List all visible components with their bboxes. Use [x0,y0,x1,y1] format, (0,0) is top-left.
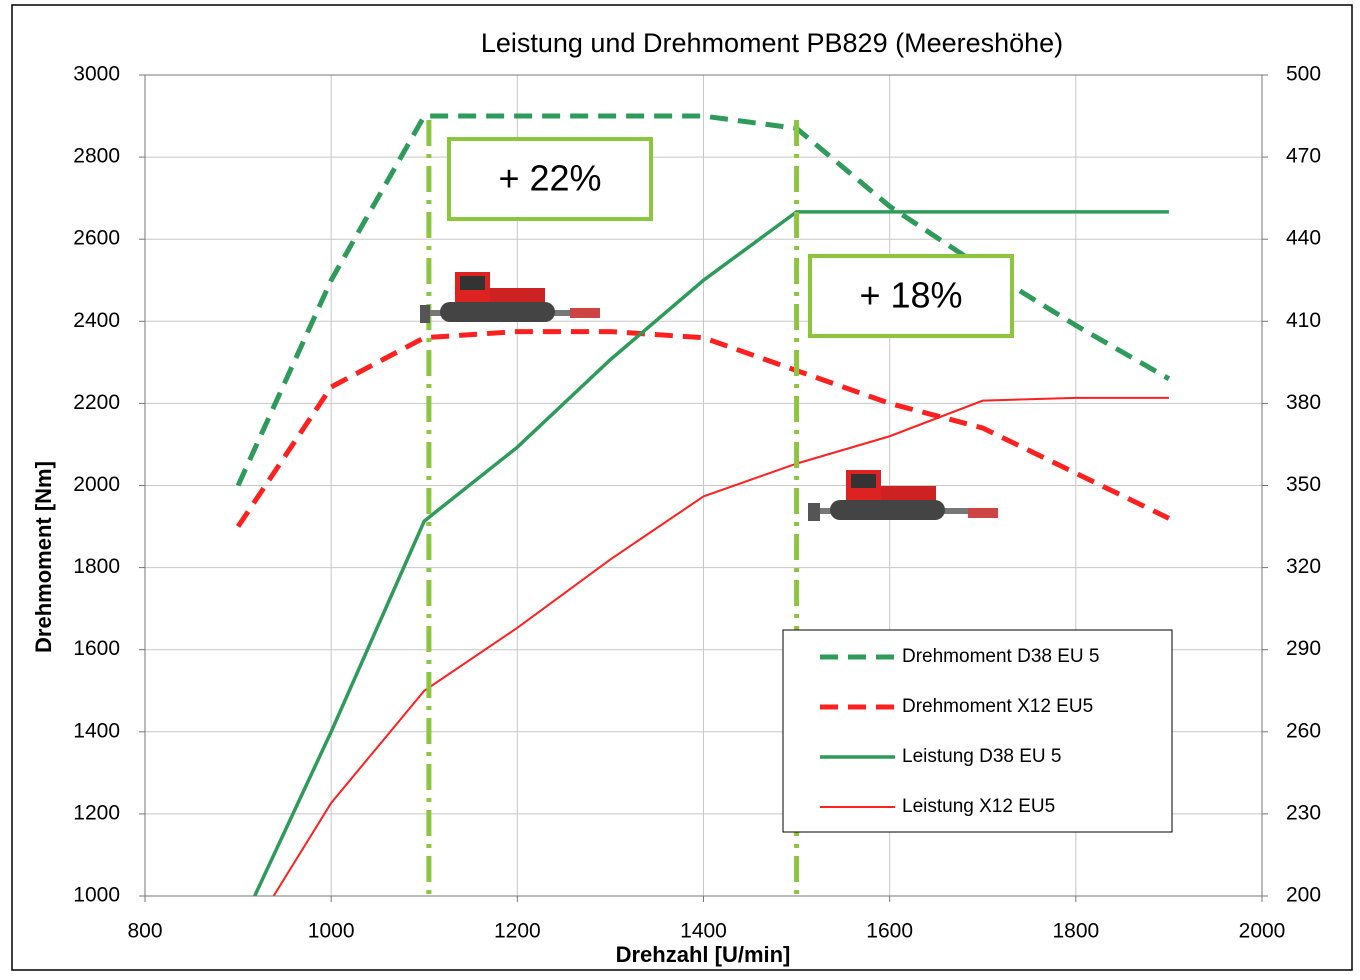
snowcat-icon [420,272,600,323]
y2-tick-label: 500 [1286,63,1321,86]
chart: Leistung und Drehmoment PB829 (Meereshöh… [0,0,1360,975]
legend-label: Drehmoment D38 EU 5 [902,646,1099,667]
x-axis-label: Drehzahl [U/min] [616,942,791,967]
y-tick-label: 1200 [73,801,120,824]
y-tick-label: 2200 [73,391,120,414]
x-tick-label: 1400 [680,920,727,943]
y2-tick-label: 470 [1286,145,1321,168]
y-tick-label: 1600 [73,637,120,660]
y2-tick-label: 350 [1286,473,1321,496]
snowcat-icon [808,470,998,521]
annotation: + 18% [859,275,962,316]
y2-tick-label: 290 [1286,637,1321,660]
y-tick-label: 2400 [73,309,120,332]
legend-label: Leistung D38 EU 5 [902,746,1062,767]
x-tick-label: 1000 [308,920,355,943]
y-tick-label: 2600 [73,227,120,250]
legend-label: Leistung X12 EU5 [902,796,1055,817]
x-tick-label: 1800 [1052,920,1099,943]
y2-tick-label: 410 [1286,309,1321,332]
chart-title: Leistung und Drehmoment PB829 (Meereshöh… [481,28,1063,58]
y-tick-label: 1400 [73,719,120,742]
x-tick-label: 800 [127,920,162,943]
y2-tick-label: 380 [1286,391,1321,414]
y2-tick-label: 230 [1286,801,1321,824]
legend-label: Drehmoment X12 EU5 [902,696,1093,717]
y-tick-label: 3000 [73,63,120,86]
x-tick-label: 1600 [866,920,913,943]
y-tick-label: 2800 [73,145,120,168]
y2-tick-label: 320 [1286,555,1321,578]
x-tick-label: 2000 [1239,920,1286,943]
y-tick-label: 1800 [73,555,120,578]
y2-tick-label: 200 [1286,884,1321,907]
y-tick-label: 2000 [73,473,120,496]
x-tick-label: 1200 [494,920,541,943]
annotation: + 22% [498,158,601,199]
y-tick-label: 1000 [73,884,120,907]
y2-tick-label: 440 [1286,227,1321,250]
y2-tick-label: 260 [1286,719,1321,742]
y-axis-label: Drehmoment [Nm] [31,461,56,653]
